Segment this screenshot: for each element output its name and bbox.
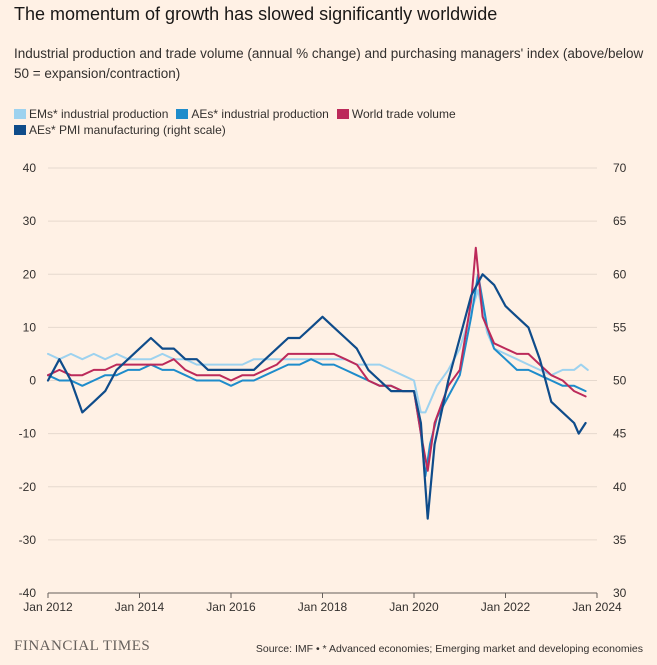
- legend-label: AEs* PMI manufacturing (right scale): [29, 123, 226, 137]
- y-right-tick-label: 30: [613, 586, 627, 600]
- legend-item-aes-pmi: AEs* PMI manufacturing (right scale): [14, 122, 226, 138]
- y-right-tick-label: 55: [613, 320, 627, 334]
- y-left-tick-label: -20: [19, 480, 37, 494]
- y-right-tick-label: 35: [613, 533, 627, 547]
- legend-label: EMs* industrial production: [29, 107, 169, 121]
- x-tick-label: Jan 2024: [572, 600, 622, 614]
- y-left-tick-label: 30: [23, 214, 37, 228]
- y-left-tick-label: -40: [19, 586, 37, 600]
- legend-swatch: [14, 125, 26, 135]
- chart-title: The momentum of growth has slowed signif…: [14, 4, 498, 24]
- legend-swatch: [336, 109, 349, 119]
- y-left-tick-label: 20: [23, 267, 37, 281]
- x-tick-label: Jan 2018: [298, 600, 348, 614]
- x-tick-label: Jan 2022: [481, 600, 531, 614]
- source-note: Source: IMF • * Advanced economies; Emer…: [255, 643, 643, 655]
- legend-swatch: [176, 109, 189, 119]
- x-tick-label: Jan 2012: [23, 600, 73, 614]
- x-tick-label: Jan 2016: [206, 600, 256, 614]
- y-left-tick-label: 40: [23, 161, 37, 175]
- y-right-tick-label: 60: [613, 267, 627, 281]
- legend-item-world-trade: World trade volume: [336, 106, 456, 122]
- ft-logo: FINANCIAL TIMES: [14, 638, 151, 654]
- series-line-3: [46, 273, 587, 520]
- legend-label: AEs* industrial production: [191, 107, 329, 121]
- y-right-tick-label: 45: [613, 427, 627, 441]
- y-left-tick-label: 0: [29, 374, 36, 388]
- y-left-tick-label: -30: [19, 533, 37, 547]
- x-tick-label: Jan 2020: [389, 600, 439, 614]
- chart-subtitle: Industrial production and trade volume (…: [14, 46, 644, 81]
- chart-legend: EMs* industrial production AEs* industri…: [14, 106, 654, 138]
- series-line-1: [47, 273, 587, 478]
- series-line-0: [47, 289, 589, 414]
- y-right-tick-label: 65: [613, 214, 627, 228]
- y-right-tick-label: 50: [613, 374, 627, 388]
- y-left-tick-label: -10: [19, 427, 37, 441]
- legend-swatch: [14, 109, 26, 119]
- y-left-tick-label: 10: [23, 320, 37, 334]
- legend-item-ems-industrial: EMs* industrial production: [14, 106, 168, 122]
- y-right-tick-label: 40: [613, 480, 627, 494]
- legend-label: World trade volume: [351, 107, 456, 121]
- y-right-tick-label: 70: [613, 161, 627, 175]
- series-line-2: [47, 246, 587, 472]
- x-tick-label: Jan 2014: [115, 600, 165, 614]
- legend-item-aes-industrial: AEs* industrial production: [176, 106, 329, 122]
